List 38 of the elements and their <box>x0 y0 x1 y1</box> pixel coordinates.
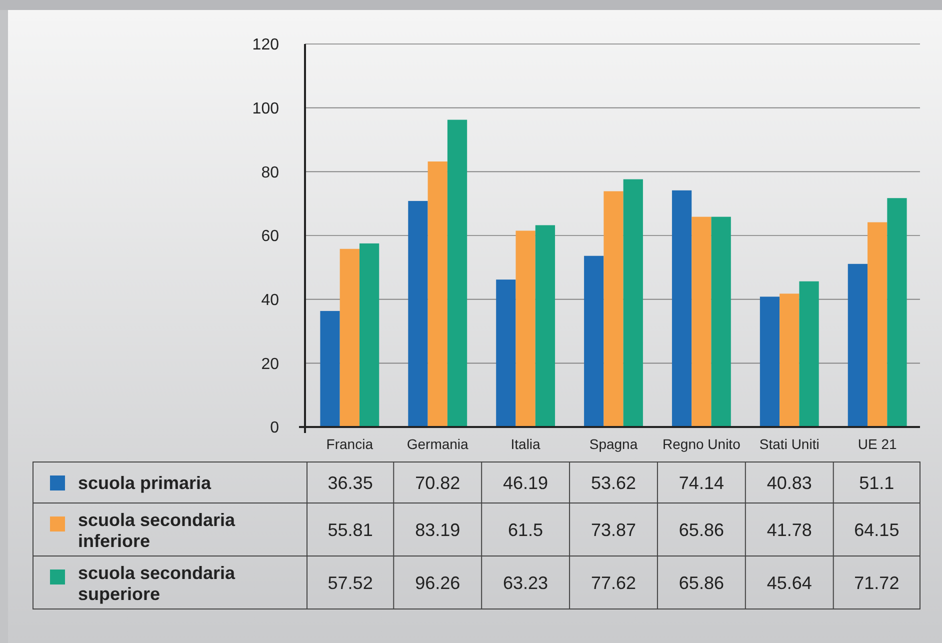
data-label: 46.19 <box>503 472 548 493</box>
y-tick-label: 40 <box>261 292 280 309</box>
data-label: 40.83 <box>766 472 812 493</box>
x-tick-label: Germania <box>406 436 469 452</box>
data-label: 55.81 <box>328 520 373 540</box>
y-tick-label: 20 <box>261 356 280 373</box>
x-tick-label: Stati Uniti <box>759 436 820 452</box>
x-tick-label: Francia <box>326 436 374 452</box>
data-label: 51.1 <box>859 472 894 493</box>
data-label: 61.5 <box>508 520 544 540</box>
data-label: 36.35 <box>328 472 373 493</box>
data-label: 53.62 <box>590 472 636 493</box>
data-label: 45.64 <box>766 572 812 593</box>
x-tick-label: UE 21 <box>858 436 898 452</box>
data-label: 65.86 <box>678 572 724 593</box>
data-label: 63.23 <box>503 572 548 593</box>
data-label: 65.86 <box>678 520 724 540</box>
legend-label: scuola secondaria superiore <box>78 562 236 604</box>
data-label: 41.78 <box>766 520 812 540</box>
data-label: 73.87 <box>590 520 636 540</box>
data-label: 74.14 <box>678 472 724 493</box>
x-tick-label: Spagna <box>589 436 638 452</box>
x-tick-label: Italia <box>510 436 541 452</box>
legend-label: scuola secondaria inferiore <box>78 510 236 551</box>
data-label: 57.52 <box>328 572 373 593</box>
data-label: 71.72 <box>854 572 900 593</box>
y-tick-label: 120 <box>252 36 280 54</box>
data-label: 77.62 <box>590 572 636 593</box>
y-tick-label: 80 <box>261 164 280 182</box>
data-label: 70.82 <box>415 472 460 493</box>
data-label: 64.15 <box>854 520 900 540</box>
y-tick-label: 100 <box>252 100 280 118</box>
y-tick-label: 60 <box>261 228 280 246</box>
data-label: 96.26 <box>415 572 460 593</box>
legend-label: scuola primaria <box>78 472 212 493</box>
data-label: 83.19 <box>415 520 460 540</box>
y-tick-label: 0 <box>270 420 280 437</box>
x-tick-label: Regno Unito <box>662 436 741 452</box>
